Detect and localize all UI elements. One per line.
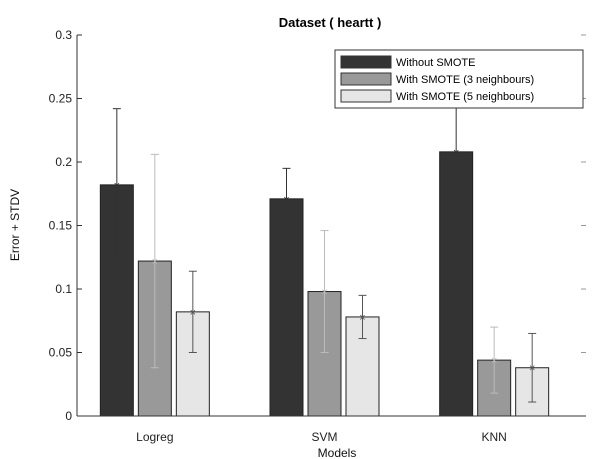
mean-marker: × [321,287,327,299]
mean-marker: × [190,307,196,319]
mean-marker: × [359,312,365,324]
y-tick-label: 0.15 [49,219,73,233]
y-axis-label: Error + STDV [8,189,22,261]
legend-label: With SMOTE (5 neighbours) [396,91,534,103]
x-axis-label: Models [318,446,357,459]
legend-label: With SMOTE (3 neighbours) [396,74,534,86]
y-tick-label: 0 [65,409,72,423]
legend-swatch [340,72,392,86]
legend-label: Without SMOTE [396,57,475,69]
y-tick-label: 0.25 [49,92,73,106]
legend-swatch [340,89,392,103]
bar [269,198,304,417]
mean-marker: × [529,363,535,375]
y-tick-label: 0.1 [55,282,72,296]
mean-marker: × [491,355,497,367]
mean-marker: × [114,180,120,192]
x-tick-label: KNN [481,430,506,444]
y-tick-label: 0.3 [55,28,72,42]
chart-title: Dataset ( heartt ) [279,15,382,30]
mean-marker: × [283,194,289,206]
mean-marker: × [152,256,158,268]
y-tick-label: 0.2 [55,155,72,169]
legend: Without SMOTE With SMOTE (3 neighbours) Wi… [334,49,584,109]
x-tick-label: Logreg [136,430,173,444]
legend-swatch [340,55,392,69]
mean-marker: × [453,147,459,159]
y-tick-label: 0.05 [49,346,73,360]
x-tick-label: SVM [311,430,337,444]
